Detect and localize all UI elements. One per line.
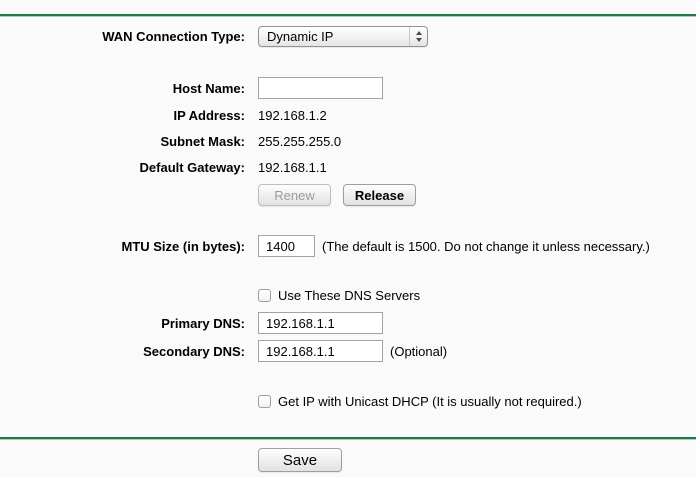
wan-connection-type-select[interactable]: Dynamic IP bbox=[258, 26, 428, 47]
subnet-mask-label: Subnet Mask: bbox=[160, 133, 245, 149]
secondary-dns-input[interactable] bbox=[258, 340, 383, 362]
secondary-dns-row: Secondary DNS: (Optional) bbox=[0, 340, 447, 362]
ip-address-value: 192.168.1.2 bbox=[258, 107, 327, 123]
use-dns-servers-checkbox[interactable] bbox=[258, 289, 271, 302]
mtu-size-label: MTU Size (in bytes): bbox=[121, 238, 245, 254]
primary-dns-label: Primary DNS: bbox=[161, 315, 245, 331]
wan-connection-type-selected-value: Dynamic IP bbox=[267, 29, 334, 44]
unicast-dhcp-label: Get IP with Unicast DHCP (It is usually … bbox=[278, 394, 582, 409]
save-row: Save bbox=[0, 448, 342, 472]
renew-button[interactable]: Renew bbox=[258, 184, 331, 206]
wan-connection-type-label: WAN Connection Type: bbox=[102, 29, 245, 44]
wan-connection-type-row: WAN Connection Type: Dynamic IP bbox=[0, 26, 428, 47]
ip-address-row: IP Address: 192.168.1.2 bbox=[0, 105, 327, 125]
unicast-dhcp-checkbox[interactable] bbox=[258, 395, 271, 408]
host-name-input[interactable] bbox=[258, 77, 383, 99]
mtu-size-row: MTU Size (in bytes): (The default is 150… bbox=[0, 235, 650, 257]
use-dns-servers-row: Use These DNS Servers bbox=[0, 288, 420, 303]
use-dns-servers-label: Use These DNS Servers bbox=[278, 288, 421, 303]
ip-address-label: IP Address: bbox=[173, 107, 245, 123]
secondary-dns-label: Secondary DNS: bbox=[143, 343, 245, 359]
bottom-divider bbox=[0, 437, 696, 440]
top-divider bbox=[0, 14, 696, 17]
host-name-row: Host Name: bbox=[0, 77, 383, 99]
primary-dns-input[interactable] bbox=[258, 312, 383, 334]
default-gateway-value: 192.168.1.1 bbox=[258, 159, 327, 175]
chevron-up-icon bbox=[415, 31, 422, 35]
subnet-mask-value: 255.255.255.0 bbox=[258, 133, 342, 149]
select-stepper-icon bbox=[409, 27, 427, 46]
host-name-label: Host Name: bbox=[172, 80, 245, 96]
release-button[interactable]: Release bbox=[343, 184, 416, 206]
default-gateway-label: Default Gateway: bbox=[139, 159, 245, 175]
mtu-size-note: (The default is 1500. Do not change it u… bbox=[322, 238, 650, 254]
mtu-size-input[interactable] bbox=[258, 235, 315, 257]
unicast-dhcp-row: Get IP with Unicast DHCP (It is usually … bbox=[0, 394, 582, 409]
subnet-mask-row: Subnet Mask: 255.255.255.0 bbox=[0, 131, 341, 151]
save-button[interactable]: Save bbox=[258, 448, 342, 472]
secondary-dns-note: (Optional) bbox=[390, 343, 448, 359]
chevron-down-icon bbox=[415, 38, 422, 42]
dhcp-buttons-row: Renew Release bbox=[0, 184, 416, 206]
default-gateway-row: Default Gateway: 192.168.1.1 bbox=[0, 157, 327, 177]
primary-dns-row: Primary DNS: bbox=[0, 312, 383, 334]
